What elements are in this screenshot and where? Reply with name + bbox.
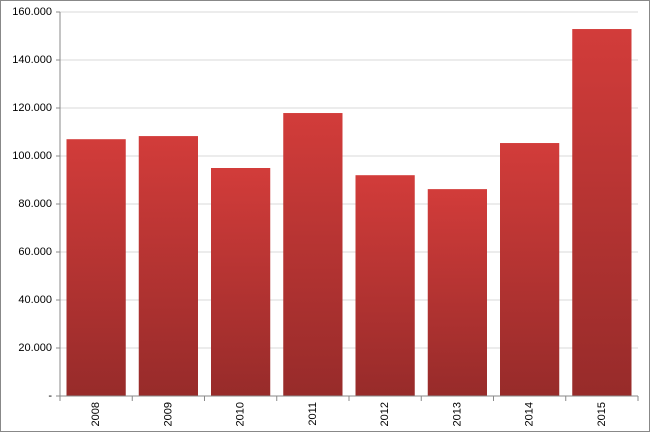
y-tick-label: 120.000	[12, 102, 52, 114]
x-tick-label: 2012	[379, 402, 391, 426]
bar	[355, 175, 415, 396]
x-tick-label: 2014	[524, 402, 536, 426]
x-tick-label: 2015	[596, 402, 608, 426]
y-tick-label: 40.000	[18, 294, 52, 306]
x-tick-label: 2011	[307, 402, 319, 426]
y-tick-label: 20.000	[18, 342, 52, 354]
bar	[66, 139, 126, 396]
y-tick-label: 60.000	[18, 246, 52, 258]
y-tick-label: 160.000	[12, 6, 52, 18]
bar	[283, 113, 343, 396]
bar	[500, 143, 560, 396]
bar	[572, 29, 632, 396]
x-tick-label: 2010	[235, 402, 247, 426]
y-tick-label: 140.000	[12, 54, 52, 66]
x-tick-label: 2009	[162, 402, 174, 426]
x-tick-label: 2008	[90, 402, 102, 426]
bar	[138, 136, 198, 396]
bar	[211, 168, 271, 396]
bar	[427, 189, 487, 396]
y-tick-label: -	[48, 390, 52, 402]
x-tick-label: 2013	[451, 402, 463, 426]
y-tick-label: 100.000	[12, 150, 52, 162]
y-tick-label: 80.000	[18, 198, 52, 210]
